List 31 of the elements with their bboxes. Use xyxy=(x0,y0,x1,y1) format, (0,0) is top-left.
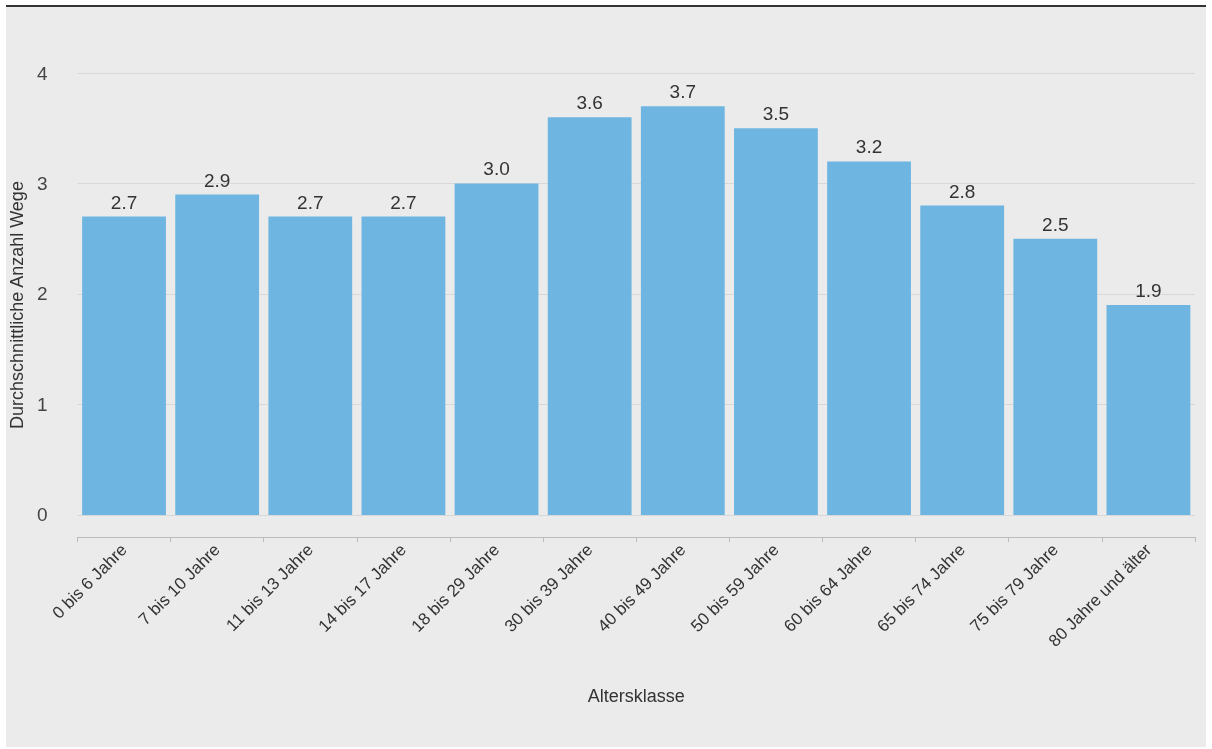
bar xyxy=(920,205,1005,515)
bar xyxy=(734,128,818,515)
bar xyxy=(547,117,632,515)
bar xyxy=(82,216,166,515)
data-label: 3.6 xyxy=(576,92,603,114)
y-tick-label: 4 xyxy=(36,62,48,84)
y-tick-label: 2 xyxy=(36,283,48,305)
y-tick-label: 0 xyxy=(36,504,48,526)
data-label: 3.2 xyxy=(855,136,883,158)
y-tick-label: 3 xyxy=(36,172,48,194)
bar xyxy=(454,183,539,515)
x-axis-title: Altersklasse xyxy=(587,686,685,706)
bar xyxy=(361,216,446,515)
data-label: 3.5 xyxy=(762,103,790,125)
y-axis-title: Durchschnittliche Anzahl Wege xyxy=(7,181,27,429)
data-label: 3.7 xyxy=(669,81,697,103)
data-label: 1.9 xyxy=(1135,280,1162,301)
data-label: 2.7 xyxy=(110,191,138,213)
bar xyxy=(640,106,725,515)
bar xyxy=(268,216,353,515)
bar xyxy=(175,194,260,515)
data-label: 2.5 xyxy=(1042,213,1069,235)
bar xyxy=(827,161,911,515)
data-label: 2.7 xyxy=(390,191,417,213)
y-tick-label: 1 xyxy=(36,393,48,415)
data-label: 2.9 xyxy=(203,169,231,191)
bar xyxy=(1013,238,1098,515)
bar xyxy=(1106,305,1191,515)
data-label: 2.7 xyxy=(297,191,324,213)
data-label: 2.8 xyxy=(948,180,976,202)
data-label: 3.0 xyxy=(483,158,510,180)
